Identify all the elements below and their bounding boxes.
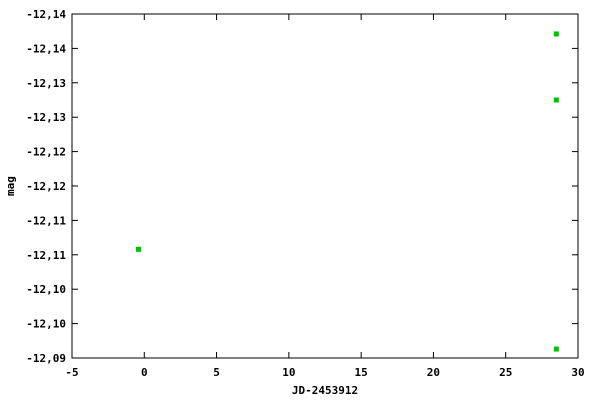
x-tick-label: -5	[65, 366, 78, 379]
x-tick-label: 0	[141, 366, 148, 379]
data-point	[553, 97, 559, 103]
y-tick-label: -12,10	[26, 318, 66, 331]
data-point	[553, 346, 559, 352]
x-tick-label: 15	[355, 366, 368, 379]
plot-border	[71, 13, 579, 359]
data-point	[136, 246, 142, 252]
y-tick-label: -12,13	[26, 111, 66, 124]
y-tick-label: -12,12	[26, 180, 66, 193]
x-axis-label: JD-2453912	[292, 384, 358, 397]
y-tick-label: -12,11	[26, 214, 66, 227]
x-tick-label: 5	[213, 366, 220, 379]
y-tick-label: -12,11	[26, 249, 66, 262]
y-axis-label: mag	[4, 176, 17, 196]
y-tick-label: -12,14	[26, 42, 66, 55]
data-point	[553, 31, 559, 37]
x-tick-label: 30	[571, 366, 584, 379]
y-tick-label: -12,09	[26, 352, 66, 365]
y-tick-label: -12,13	[26, 77, 66, 90]
y-tick-label: -12,12	[26, 146, 66, 159]
y-tick-label: -12,10	[26, 283, 66, 296]
y-tick-label: -12,14	[26, 8, 66, 21]
x-tick-label: 25	[499, 366, 512, 379]
x-tick-label: 10	[282, 366, 295, 379]
x-tick-label: 20	[427, 366, 440, 379]
